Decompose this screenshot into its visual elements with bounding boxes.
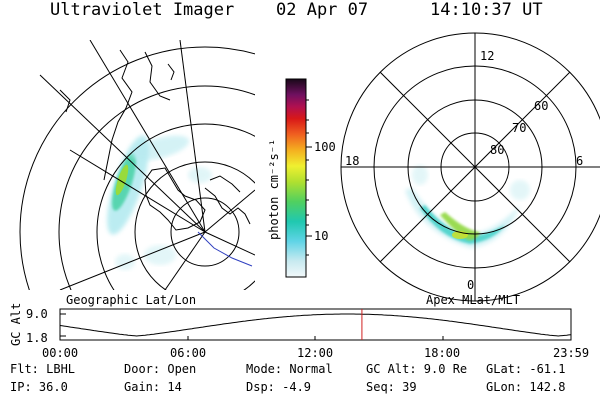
geographic-panel-label: Geographic Lat/Lon [66, 293, 196, 307]
mlt-label-6: 6 [576, 154, 583, 168]
magnetic-panel-label: Apex MLat/MLT [426, 293, 520, 307]
time-tick-2359: 23:59 [553, 346, 589, 360]
mode-info: Mode: Normal [246, 362, 333, 376]
time-tick-1200: 12:00 [297, 346, 333, 360]
altitude-tick-max: 9.0 [26, 307, 48, 321]
ip-info: IP: 36.0 [10, 380, 68, 394]
date-label: 02 Apr 07 [276, 0, 369, 20]
colorbar-tick-100: 100 [314, 140, 336, 154]
door-info: Door: Open [124, 362, 197, 376]
altitude-ticks [60, 313, 444, 340]
mlat-label-60: 60 [534, 99, 548, 113]
colorbar-ticks [306, 99, 312, 256]
altitude-curve [59, 313, 572, 337]
geographic-map [19, 40, 255, 290]
instrument-title: Ultraviolet Imager [50, 0, 235, 20]
geo-longitude-grid [39, 40, 255, 290]
time-tick-0000: 00:00 [42, 346, 78, 360]
geo-latitude-grid [19, 46, 255, 290]
glon-info: GLon: 142.8 [486, 380, 566, 394]
filter-info: Flt: LBHL [10, 362, 76, 376]
mlt-label-12: 12 [480, 49, 494, 63]
title-bar: Ultraviolet Imager 02 Apr 07 14:10:37 UT [0, 0, 600, 26]
colorbar [285, 78, 307, 278]
gc-alt-info: GC Alt: 9.0 Re [366, 362, 468, 376]
mag-aurora-emission [405, 165, 530, 248]
glat-info: GLat: -61.1 [486, 362, 566, 376]
time-label: 14:10:37 UT [430, 0, 543, 20]
mlat-label-80: 80 [490, 143, 504, 157]
altitude-plot [59, 308, 572, 341]
mlat-label-70: 70 [512, 121, 526, 135]
altitude-axis-label: GC Alt [9, 303, 23, 346]
time-tick-0600: 06:00 [170, 346, 206, 360]
mlt-label-0: 0 [467, 278, 474, 292]
colorbar-unit-label: photon cm⁻²s⁻¹ [267, 139, 281, 240]
magnetic-polar-plot [340, 32, 600, 302]
altitude-tick-min: 1.8 [26, 331, 48, 345]
colorbar-tick-10: 10 [314, 229, 328, 243]
time-tick-1800: 18:00 [424, 346, 460, 360]
mlt-grid [341, 33, 600, 301]
dsp-info: Dsp: -4.9 [246, 380, 312, 394]
seq-info: Seq: 39 [366, 380, 417, 394]
gain-info: Gain: 14 [124, 380, 182, 394]
geo-coastlines [59, 49, 251, 231]
mlt-label-18: 18 [345, 154, 359, 168]
terminator-line [197, 231, 253, 267]
